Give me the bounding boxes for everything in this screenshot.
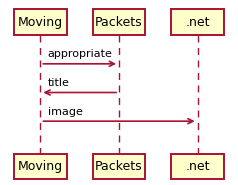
Text: Packets: Packets <box>95 160 143 173</box>
Bar <box>93 9 145 35</box>
Bar <box>14 9 67 35</box>
Text: Packets: Packets <box>95 16 143 29</box>
Text: Moving: Moving <box>18 16 63 29</box>
Bar <box>93 154 145 179</box>
Text: .net: .net <box>185 16 210 29</box>
Text: appropriate: appropriate <box>48 49 113 59</box>
Text: .net: .net <box>185 160 210 173</box>
Text: image: image <box>48 107 83 117</box>
Bar <box>14 154 67 179</box>
Bar <box>171 9 224 35</box>
Bar <box>171 154 224 179</box>
Text: title: title <box>48 78 69 88</box>
Text: Moving: Moving <box>18 160 63 173</box>
